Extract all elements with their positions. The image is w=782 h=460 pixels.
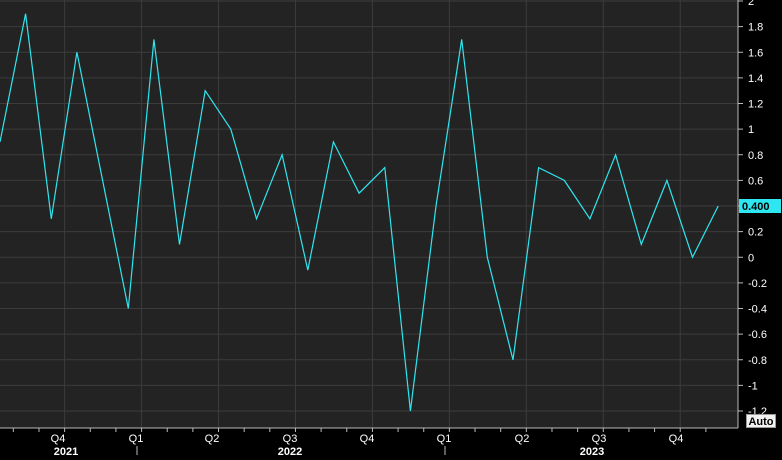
y-tick-label: -0.6 <box>748 329 767 341</box>
plot-area <box>0 0 738 428</box>
y-tick-label: -1 <box>748 380 758 392</box>
y-tick-label: -0.2 <box>748 278 767 290</box>
x-tick-label: Q4 <box>360 433 375 445</box>
x-tick-label: Q4 <box>669 433 684 445</box>
x-year-label: 2022 <box>278 446 302 455</box>
x-year-label: 2023 <box>580 446 604 455</box>
y-tick-label: 1 <box>748 124 754 136</box>
x-tick-label: Q1 <box>129 433 144 445</box>
last-value-label: 0.400 <box>742 201 770 213</box>
y-tick-label: 0.6 <box>748 175 763 187</box>
series-line <box>0 13 719 412</box>
y-tick-label: 1.2 <box>748 99 763 111</box>
y-tick-label: -0.4 <box>748 304 767 316</box>
x-tick-label: Q4 <box>51 433 66 445</box>
x-tick-label: Q2 <box>515 433 530 445</box>
x-tick-label: Q2 <box>205 433 220 445</box>
y-tick-label: 1.6 <box>748 47 763 59</box>
y-tick-label: 2 <box>748 0 754 8</box>
x-tick-label: Q3 <box>592 433 607 445</box>
last-value-tag <box>739 199 781 213</box>
y-tick-label: 0.8 <box>748 150 763 162</box>
y-tick-label: -0.8 <box>748 355 767 367</box>
y-tick-label: 0.2 <box>748 227 763 239</box>
y-tick-label: 1.8 <box>748 22 763 34</box>
auto-scale-button[interactable]: Auto <box>746 414 776 428</box>
x-tick-label: Q1 <box>437 433 452 445</box>
x-year-label: 2021 <box>54 446 78 455</box>
x-tick-label: Q3 <box>283 433 298 445</box>
y-tick-label: 1.4 <box>748 73 763 85</box>
y-tick-label: 0 <box>748 252 754 264</box>
